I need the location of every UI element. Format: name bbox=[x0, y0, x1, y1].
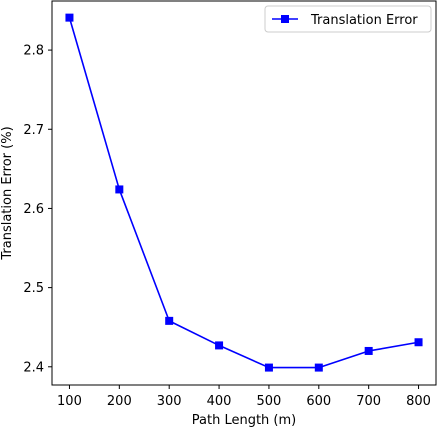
y-tick-label: 2.5 bbox=[23, 281, 44, 296]
x-tick-label: 100 bbox=[57, 394, 82, 409]
y-axis: 2.4 2.5 2.6 2.7 2.8 bbox=[23, 44, 52, 375]
x-tick-label: 400 bbox=[207, 394, 232, 409]
data-point-marker bbox=[414, 338, 423, 347]
axes-frame bbox=[51, 0, 437, 386]
x-tick-label: 300 bbox=[157, 394, 182, 409]
x-axis-label: Path Length (m) bbox=[192, 413, 296, 428]
legend-marker bbox=[281, 15, 289, 23]
y-tick-label: 2.6 bbox=[23, 202, 44, 217]
y-tick-label: 2.4 bbox=[23, 360, 44, 375]
data-point-marker bbox=[115, 185, 124, 194]
x-tick-label: 800 bbox=[406, 394, 431, 409]
y-axis-label: Translation Error (%) bbox=[0, 126, 15, 260]
x-tick-label: 600 bbox=[306, 394, 331, 409]
x-axis: 100 200 300 400 500 600 700 800 bbox=[57, 385, 431, 409]
series-line-translation-error bbox=[68, 17, 419, 369]
data-point-marker bbox=[314, 363, 323, 372]
plot-area bbox=[65, 13, 423, 372]
y-tick-label: 2.8 bbox=[23, 44, 44, 59]
legend: Translation Error bbox=[264, 5, 432, 33]
data-point-marker bbox=[65, 13, 74, 22]
legend-frame bbox=[264, 5, 432, 33]
y-tick-label: 2.7 bbox=[23, 123, 44, 138]
x-tick-label: 200 bbox=[107, 394, 132, 409]
data-point-marker bbox=[165, 316, 174, 325]
x-tick-label: 700 bbox=[356, 394, 381, 409]
legend-label-translation-error: Translation Error bbox=[310, 13, 418, 28]
data-point-marker bbox=[215, 341, 224, 350]
x-tick-label: 500 bbox=[257, 394, 282, 409]
data-point-marker bbox=[264, 363, 273, 372]
data-point-marker bbox=[364, 346, 373, 355]
